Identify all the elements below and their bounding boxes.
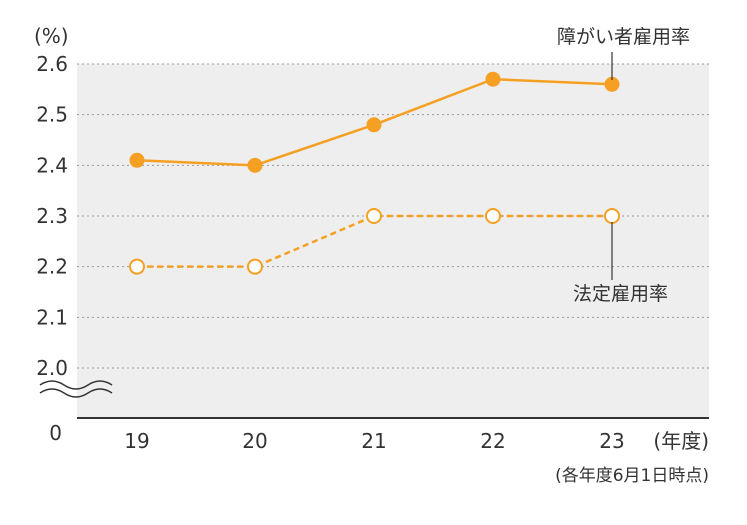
y-tick-label: 2.6 <box>36 52 68 76</box>
x-tick-labels: 19 20 21 22 23 <box>124 429 624 453</box>
data-point-legal-rate <box>129 258 145 275</box>
y-axis-unit: (%) <box>34 24 69 48</box>
data-point-employment-rate <box>485 71 501 87</box>
axis-break-symbol <box>39 380 113 398</box>
data-point-legal-rate <box>247 258 263 275</box>
data-point-employment-rate <box>247 157 263 173</box>
y-tick-label: 2.0 <box>36 356 68 380</box>
legend-label-employment-rate: 障がい者雇用率 <box>557 26 690 48</box>
y-tick-label: 2.3 <box>36 204 68 228</box>
x-tick-label: 22 <box>480 429 505 453</box>
x-tick-label: 20 <box>242 429 267 453</box>
series-layer <box>129 71 620 275</box>
y-tick-label: 2.1 <box>36 305 68 329</box>
data-point-legal-rate <box>485 208 501 224</box>
y-axis-zero-label: 0 <box>49 421 62 445</box>
x-tick-label: 19 <box>124 429 149 453</box>
legend-label-legal-rate: 法定雇用率 <box>573 283 668 305</box>
plot-background <box>77 64 709 418</box>
data-point-employment-rate <box>129 152 145 168</box>
x-axis-unit: (年度) <box>653 429 709 453</box>
data-point-employment-rate <box>366 117 382 133</box>
x-tick-label: 23 <box>599 429 624 453</box>
x-tick-label: 21 <box>361 429 386 453</box>
footnote-date: (各年度6月1日時点) <box>555 466 709 486</box>
y-tick-label: 2.2 <box>36 255 68 279</box>
y-tick-label: 2.4 <box>36 153 68 177</box>
y-tick-label: 2.5 <box>36 103 68 127</box>
data-point-legal-rate <box>366 208 382 224</box>
y-tick-labels: 2.6 2.5 2.4 2.3 2.2 2.1 2.0 <box>36 52 68 380</box>
data-point-legal-rate <box>604 208 620 224</box>
grid-lines <box>77 63 709 369</box>
